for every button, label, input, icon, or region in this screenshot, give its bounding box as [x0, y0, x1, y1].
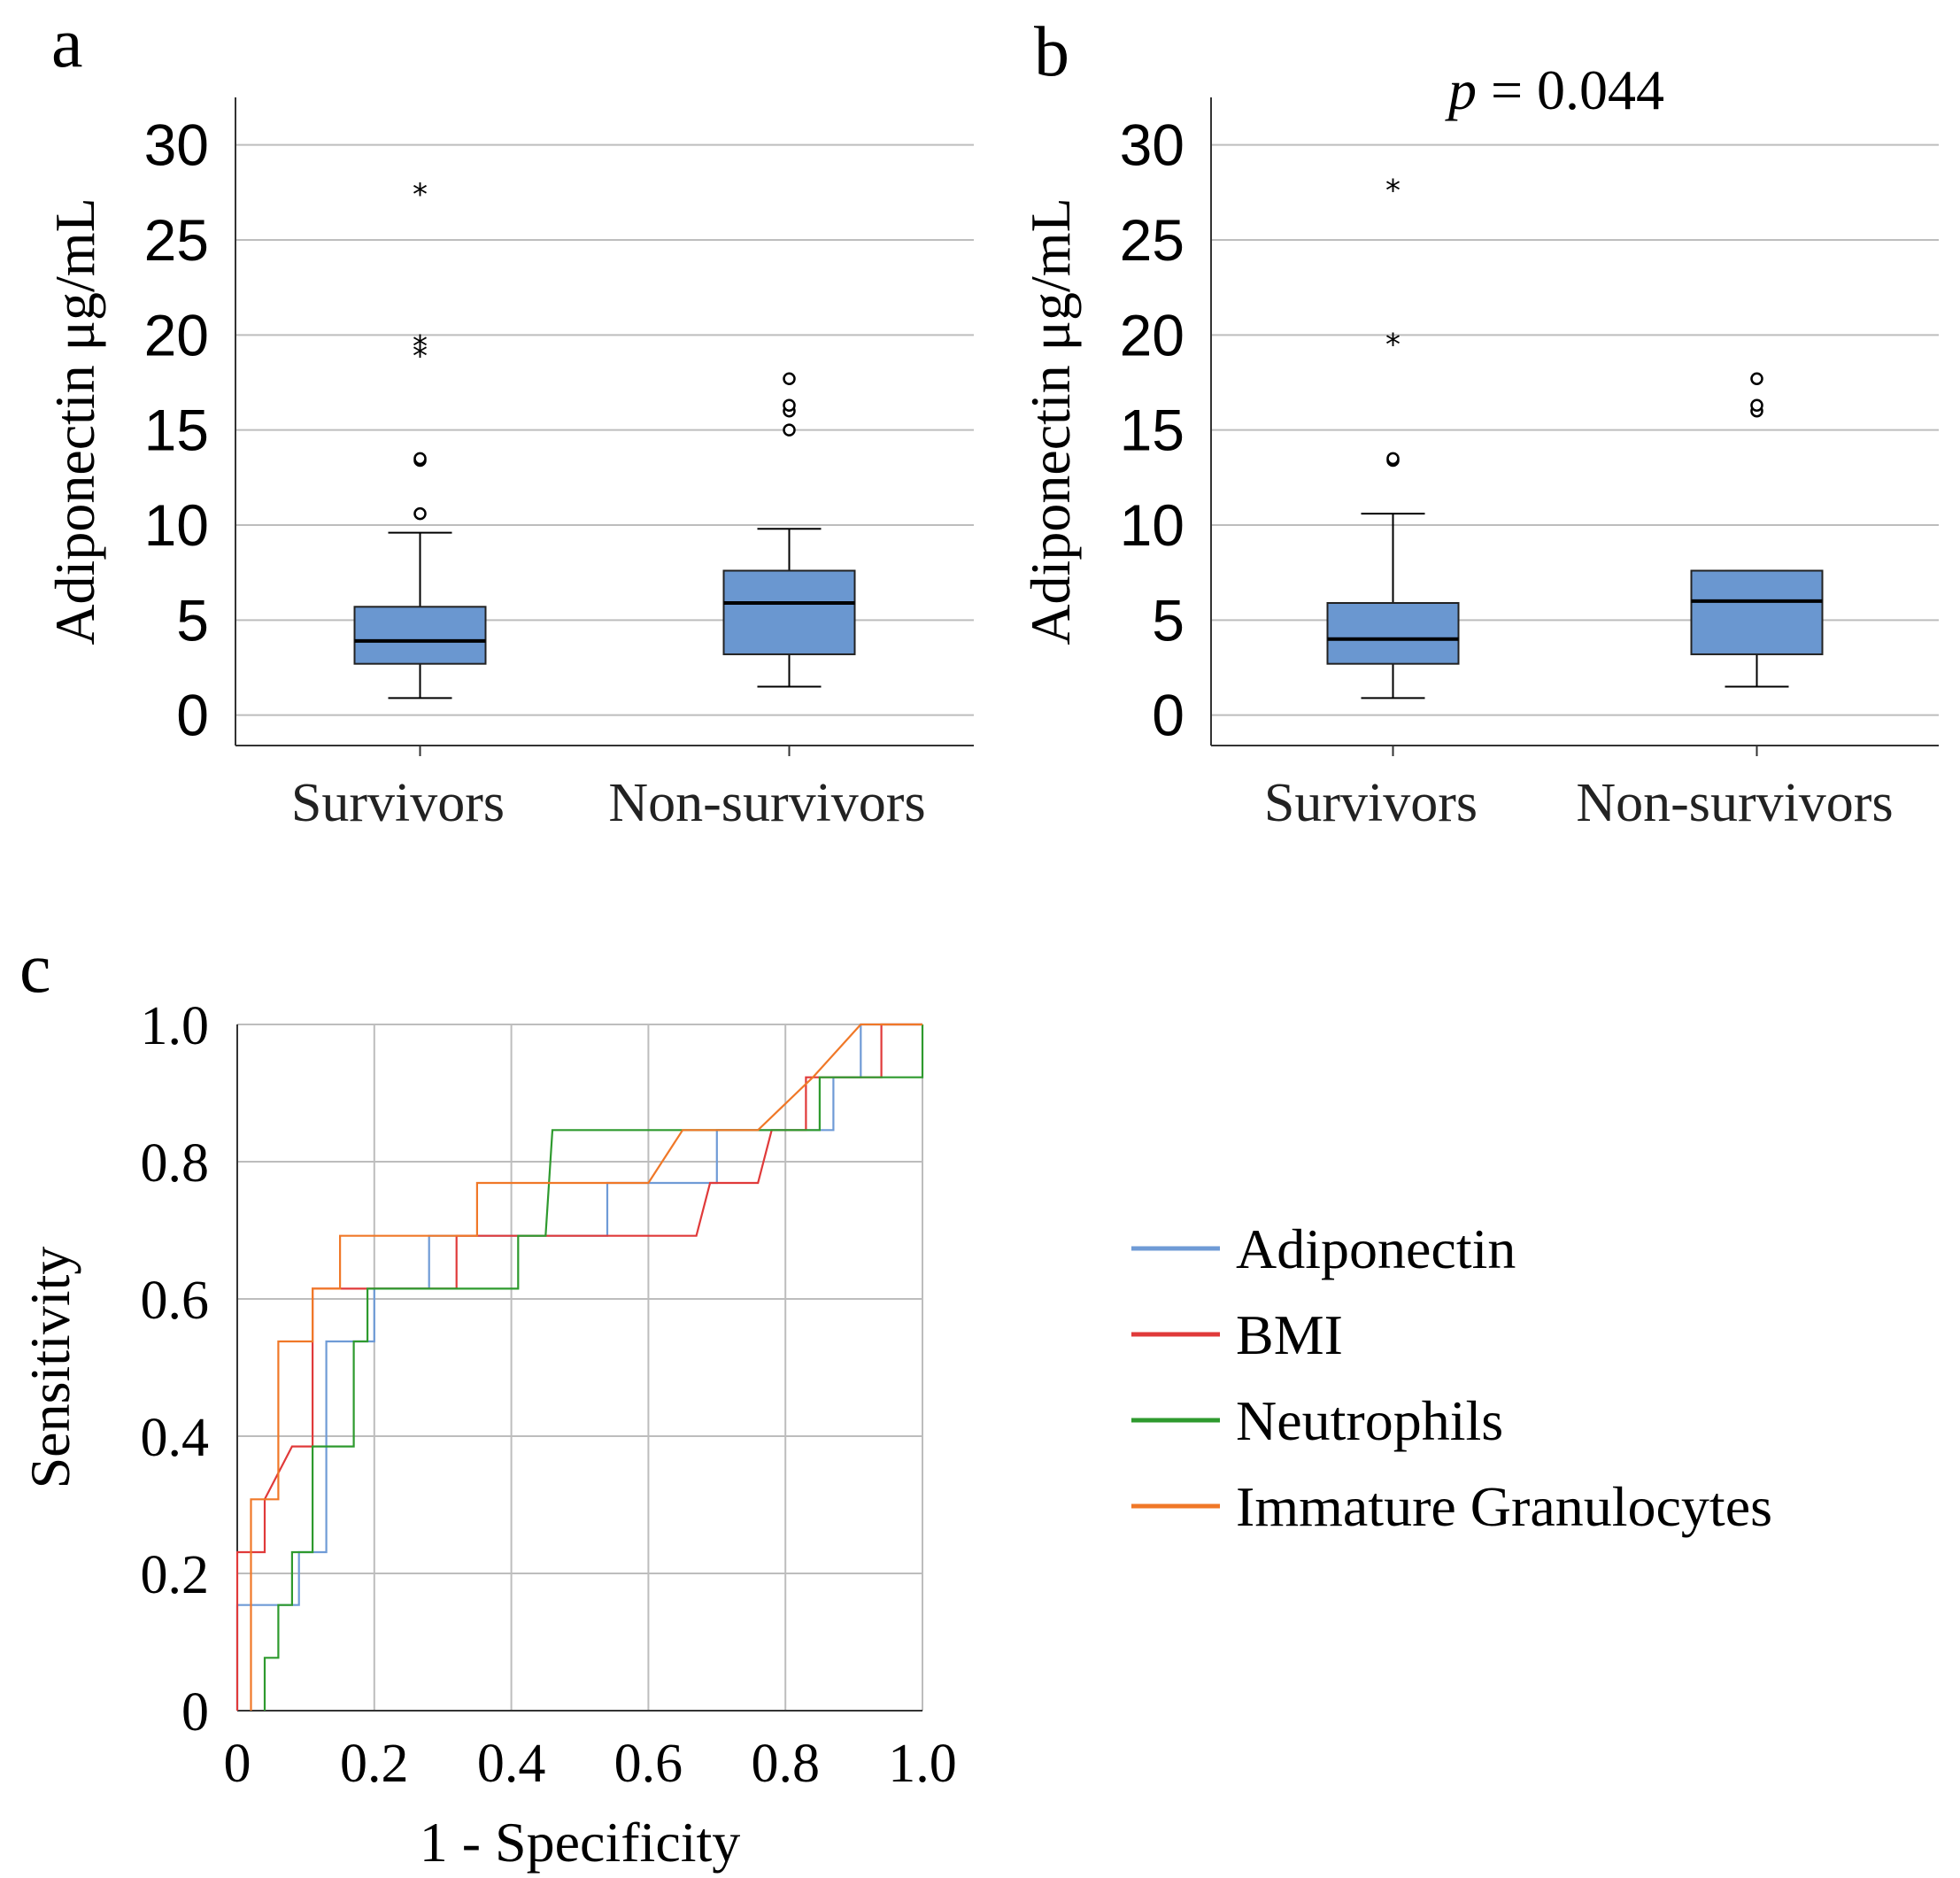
x-category-label: Non-survivors — [608, 773, 925, 833]
x-category-label: Survivors — [291, 773, 505, 833]
y-tick-label: 0.8 — [141, 1133, 210, 1194]
legend-label: Adiponectin — [1236, 1217, 1516, 1280]
box-iqr — [1326, 602, 1460, 665]
y-tick-label: 0 — [1152, 683, 1184, 748]
y-tick-label: 1.0 — [141, 996, 210, 1056]
y-tick-label: 10 — [1120, 492, 1184, 558]
y-tick-label: 0 — [176, 683, 209, 748]
outlier-circle — [783, 398, 796, 413]
outlier-star: * — [413, 338, 428, 374]
legend-label: Neutrophils — [1236, 1389, 1503, 1452]
box-iqr — [1690, 569, 1824, 655]
outlier-circle — [413, 506, 427, 521]
legend-label: Immature Granulocytes — [1236, 1475, 1772, 1538]
roc-line-neutrophils — [263, 1024, 924, 1711]
outlier-circle — [1750, 372, 1763, 385]
roc-line-immature-granulocytes — [250, 1023, 922, 1711]
y-tick-label: 0 — [181, 1682, 209, 1743]
x-axis-title: 1 - Specificity — [420, 1811, 741, 1874]
outlier-circle — [1386, 452, 1400, 466]
panel-b-boxplot: 0 5 10 15 20 25 30 Adiponectin μg/mL Survivors * *… — [1019, 97, 1939, 833]
y-axis-title: Sensitivity — [19, 1247, 81, 1489]
x-tick-label: 1.0 — [888, 1734, 957, 1794]
roc-line-bmi — [235, 1023, 922, 1711]
outlier-circle — [1750, 398, 1763, 413]
outlier-star: * — [1385, 327, 1401, 362]
x-tick-label: 0.2 — [340, 1734, 409, 1794]
y-tick-label: 0.4 — [141, 1408, 210, 1468]
panel-b-letter: b — [1034, 13, 1069, 91]
y-tick-label: 10 — [144, 492, 209, 558]
p-symbol: p — [1445, 58, 1477, 121]
panel-a-letter: a — [51, 4, 83, 82]
x-tick-label: 0.4 — [477, 1734, 546, 1794]
legend-label: BMI — [1236, 1303, 1343, 1366]
y-tick-label: 20 — [1120, 302, 1184, 367]
x-category-label: Survivors — [1264, 773, 1478, 833]
outlier-star: * — [413, 329, 428, 365]
y-tick-label: 5 — [1152, 587, 1184, 653]
y-axis-title: Adiponectin μg/mL — [43, 197, 106, 645]
y-tick-label: 15 — [1120, 398, 1184, 463]
y-tick-label: 0.6 — [141, 1271, 210, 1331]
outlier-star: * — [413, 177, 428, 213]
box-iqr — [722, 569, 856, 655]
y-tick-label: 25 — [1120, 207, 1184, 273]
outlier-circle — [783, 372, 796, 385]
panel-b-p-value: p = 0.044 — [1445, 58, 1664, 121]
outlier-circle — [783, 423, 796, 437]
y-tick-label: 30 — [144, 112, 209, 178]
outlier-star: * — [1385, 174, 1401, 209]
y-tick-label: 15 — [144, 398, 209, 463]
y-tick-label: 20 — [144, 302, 209, 367]
x-category-label: Non-survivors — [1576, 773, 1893, 833]
x-tick-label: 0.6 — [614, 1734, 683, 1794]
panel-c-roc: 00 0.2 0.2 0.4 0.4 0.6 0.6 0.8 0.8 1.0 1.0 1 - Spec… — [19, 996, 1772, 1874]
y-tick-label: 25 — [144, 207, 209, 273]
y-tick-label: 5 — [176, 587, 209, 653]
y-tick-label: 30 — [1120, 112, 1184, 178]
x-tick-label: 0.8 — [751, 1734, 820, 1794]
panel-c-letter: c — [19, 930, 51, 1008]
x-tick-label: 0 — [224, 1734, 251, 1794]
p-value-text: = 0.044 — [1477, 58, 1664, 121]
outlier-circle — [413, 452, 427, 466]
y-axis-title: Adiponectin μg/mL — [1019, 197, 1082, 645]
y-tick-label: 0.2 — [141, 1545, 210, 1605]
box-iqr — [353, 606, 487, 665]
